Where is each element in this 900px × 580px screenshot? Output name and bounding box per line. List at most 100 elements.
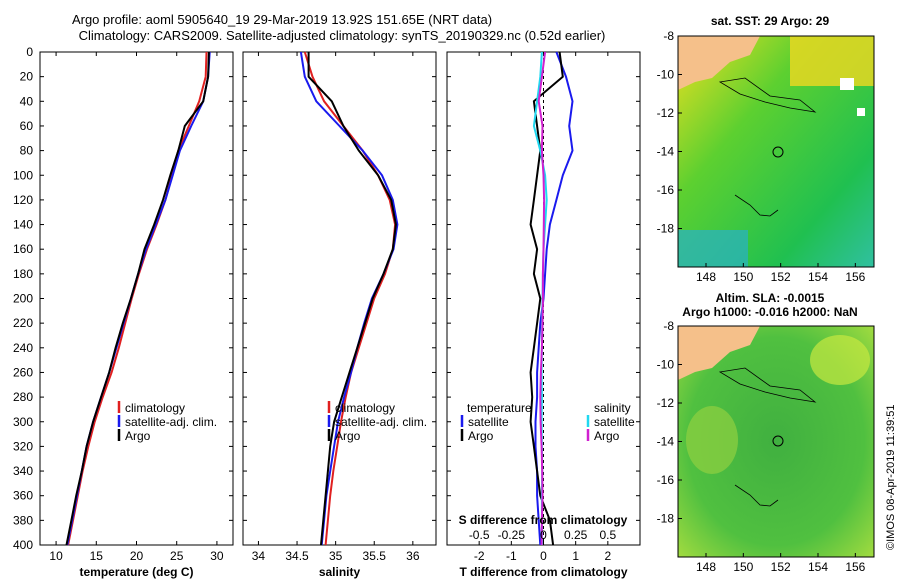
temperature-panel: 10 15 20 25 30 temperature (deg C) 0 20 40 60 80 10…	[13, 45, 234, 579]
legend-label-s-satellite: satellite	[594, 415, 635, 429]
x-tick-label: 20	[130, 549, 144, 563]
map-y-tick-label: -16	[657, 473, 675, 487]
sla-anomaly	[810, 335, 870, 385]
temperature-legend: climatology satellite-adj. clim. Argo	[117, 401, 217, 443]
legend-label-t-argo: Argo	[468, 429, 494, 443]
legend-title-temperature: temperature	[467, 401, 532, 415]
sst-map-title: sat. SST: 29 Argo: 29	[711, 14, 830, 28]
map-x-tick-label: 154	[808, 270, 828, 284]
legend-label-climatology: climatology	[335, 401, 395, 415]
float-position-marker	[772, 146, 784, 158]
y-tick-label: 220	[13, 316, 33, 330]
y-tick-label: 320	[13, 439, 33, 453]
map-y-tick-label: -12	[657, 396, 675, 410]
x-tick-label-s: -0.5	[469, 528, 490, 542]
y-tick-label: 20	[20, 70, 34, 84]
y-tick-label: 360	[13, 489, 33, 503]
x-tick-label: 30	[210, 549, 224, 563]
y-tick-label: 180	[13, 267, 33, 281]
map-x-tick-label: 150	[733, 560, 753, 574]
y-tick-label: 200	[13, 292, 33, 306]
y-tick-label: 340	[13, 464, 33, 478]
map-x-tick-label: 150	[733, 270, 753, 284]
land-new-guinea	[678, 36, 760, 90]
legend-label-satellite: satellite-adj. clim.	[125, 415, 217, 429]
y-tick-label: 240	[13, 341, 33, 355]
map-y-tick-label: -8	[663, 319, 674, 333]
x-tick-label: 0	[540, 549, 547, 563]
x-tick-label: 15	[90, 549, 104, 563]
x-tick-label: 34	[252, 549, 266, 563]
map-x-tick-label: 152	[771, 270, 791, 284]
x-tick-label: 10	[49, 549, 63, 563]
x-tick-label: 25	[170, 549, 184, 563]
legend-label-t-satellite: satellite	[468, 415, 509, 429]
cloud-mask	[840, 78, 854, 90]
map-x-tick-label: 152	[771, 560, 791, 574]
map-y-tick-label: -8	[663, 29, 674, 43]
map-y-tick-label: -12	[657, 106, 675, 120]
map-y-tick-label: -14	[657, 145, 675, 159]
legend-label-argo: Argo	[335, 429, 361, 443]
map-y-tick-label: -10	[657, 358, 675, 372]
legend-label-s-argo: Argo	[594, 429, 620, 443]
x-axis-label: salinity	[319, 565, 361, 579]
map-y-tick-label: -14	[657, 435, 675, 449]
x-tick-label-s: -0.25	[498, 528, 526, 542]
y-tick-label: 160	[13, 242, 33, 256]
y-tick-label: 140	[13, 218, 33, 232]
plot-frame	[242, 51, 437, 546]
y-tick-label: 380	[13, 513, 33, 527]
map-x-tick-label: 148	[696, 560, 716, 574]
sst-axes: 148 150 152 154 156 -8 -10 -12 -14 -16 -18	[657, 29, 866, 284]
series-line	[529, 51, 564, 546]
land-new-guinea	[678, 326, 760, 380]
x-tick-label: 34.5	[285, 549, 309, 563]
sla-anomaly	[686, 406, 738, 474]
map-y-tick-label: -16	[657, 183, 675, 197]
y-tick-label: 120	[13, 193, 33, 207]
x-tick-label: -1	[506, 549, 517, 563]
reef-contour	[734, 194, 779, 217]
cloud-mask	[857, 108, 865, 116]
map-x-tick-label: 154	[808, 560, 828, 574]
plot-frame	[39, 51, 234, 546]
float-position-marker	[772, 435, 784, 447]
x-axis-label: temperature (deg C)	[79, 565, 193, 579]
x-tick-label: 2	[604, 549, 611, 563]
map-y-tick-label: -18	[657, 222, 675, 236]
x-tick-label: -2	[474, 549, 485, 563]
y-tick-label: 60	[20, 119, 34, 133]
x-tick-label-s: 0.5	[599, 528, 616, 542]
series-line	[307, 52, 397, 546]
x-tick-label: 1	[572, 549, 579, 563]
y-tick-label: 260	[13, 365, 33, 379]
legend-title-salinity: salinity	[594, 401, 631, 415]
map-x-tick-label: 156	[845, 560, 865, 574]
x-axis-label-top: S difference from climatology	[459, 513, 628, 527]
sst-map: sat. SST: 29 Argo: 29 148 150 152 154 156 -8 -…	[657, 14, 875, 284]
header-line2: Climatology: CARS2009. Satellite-adjuste…	[79, 28, 606, 43]
sla-map-subtitle: Argo h1000: -0.016 h2000: NaN	[682, 305, 857, 319]
series-line	[303, 51, 397, 546]
difference-legend: temperature salinity satellite Argo sate…	[460, 401, 635, 443]
x-tick-label-s: 0.25	[564, 528, 588, 542]
salinity-panel: 34 34.5 35 35.5 36 salinity	[242, 51, 437, 579]
credit-text: ©IMOS 08-Apr-2019 11:39:51	[885, 405, 897, 550]
y-tick-label: 100	[13, 168, 33, 182]
map-y-tick-label: -10	[657, 68, 675, 82]
sla-map: Altim. SLA: -0.0015 Argo h1000: -0.016 h…	[657, 291, 875, 574]
y-tick-label: 0	[26, 45, 33, 59]
header-line1: Argo profile: aoml 5905640_19 29-Mar-201…	[72, 12, 492, 27]
y-tick-label: 280	[13, 390, 33, 404]
x-tick-label: 35	[329, 549, 343, 563]
sst-cool-patch	[678, 230, 748, 267]
x-axis-label: T difference from climatology	[459, 565, 627, 579]
x-tick-label: 36	[406, 549, 420, 563]
legend-label-climatology: climatology	[125, 401, 185, 415]
coastline-islands	[718, 367, 817, 403]
y-tick-label: 40	[20, 94, 34, 108]
salinity-legend: climatology satellite-adj. clim. Argo	[327, 401, 427, 443]
sla-axes: 148 150 152 154 156 -8 -10 -12 -14 -16 -18	[657, 319, 866, 574]
sst-warm-patch	[790, 36, 874, 86]
